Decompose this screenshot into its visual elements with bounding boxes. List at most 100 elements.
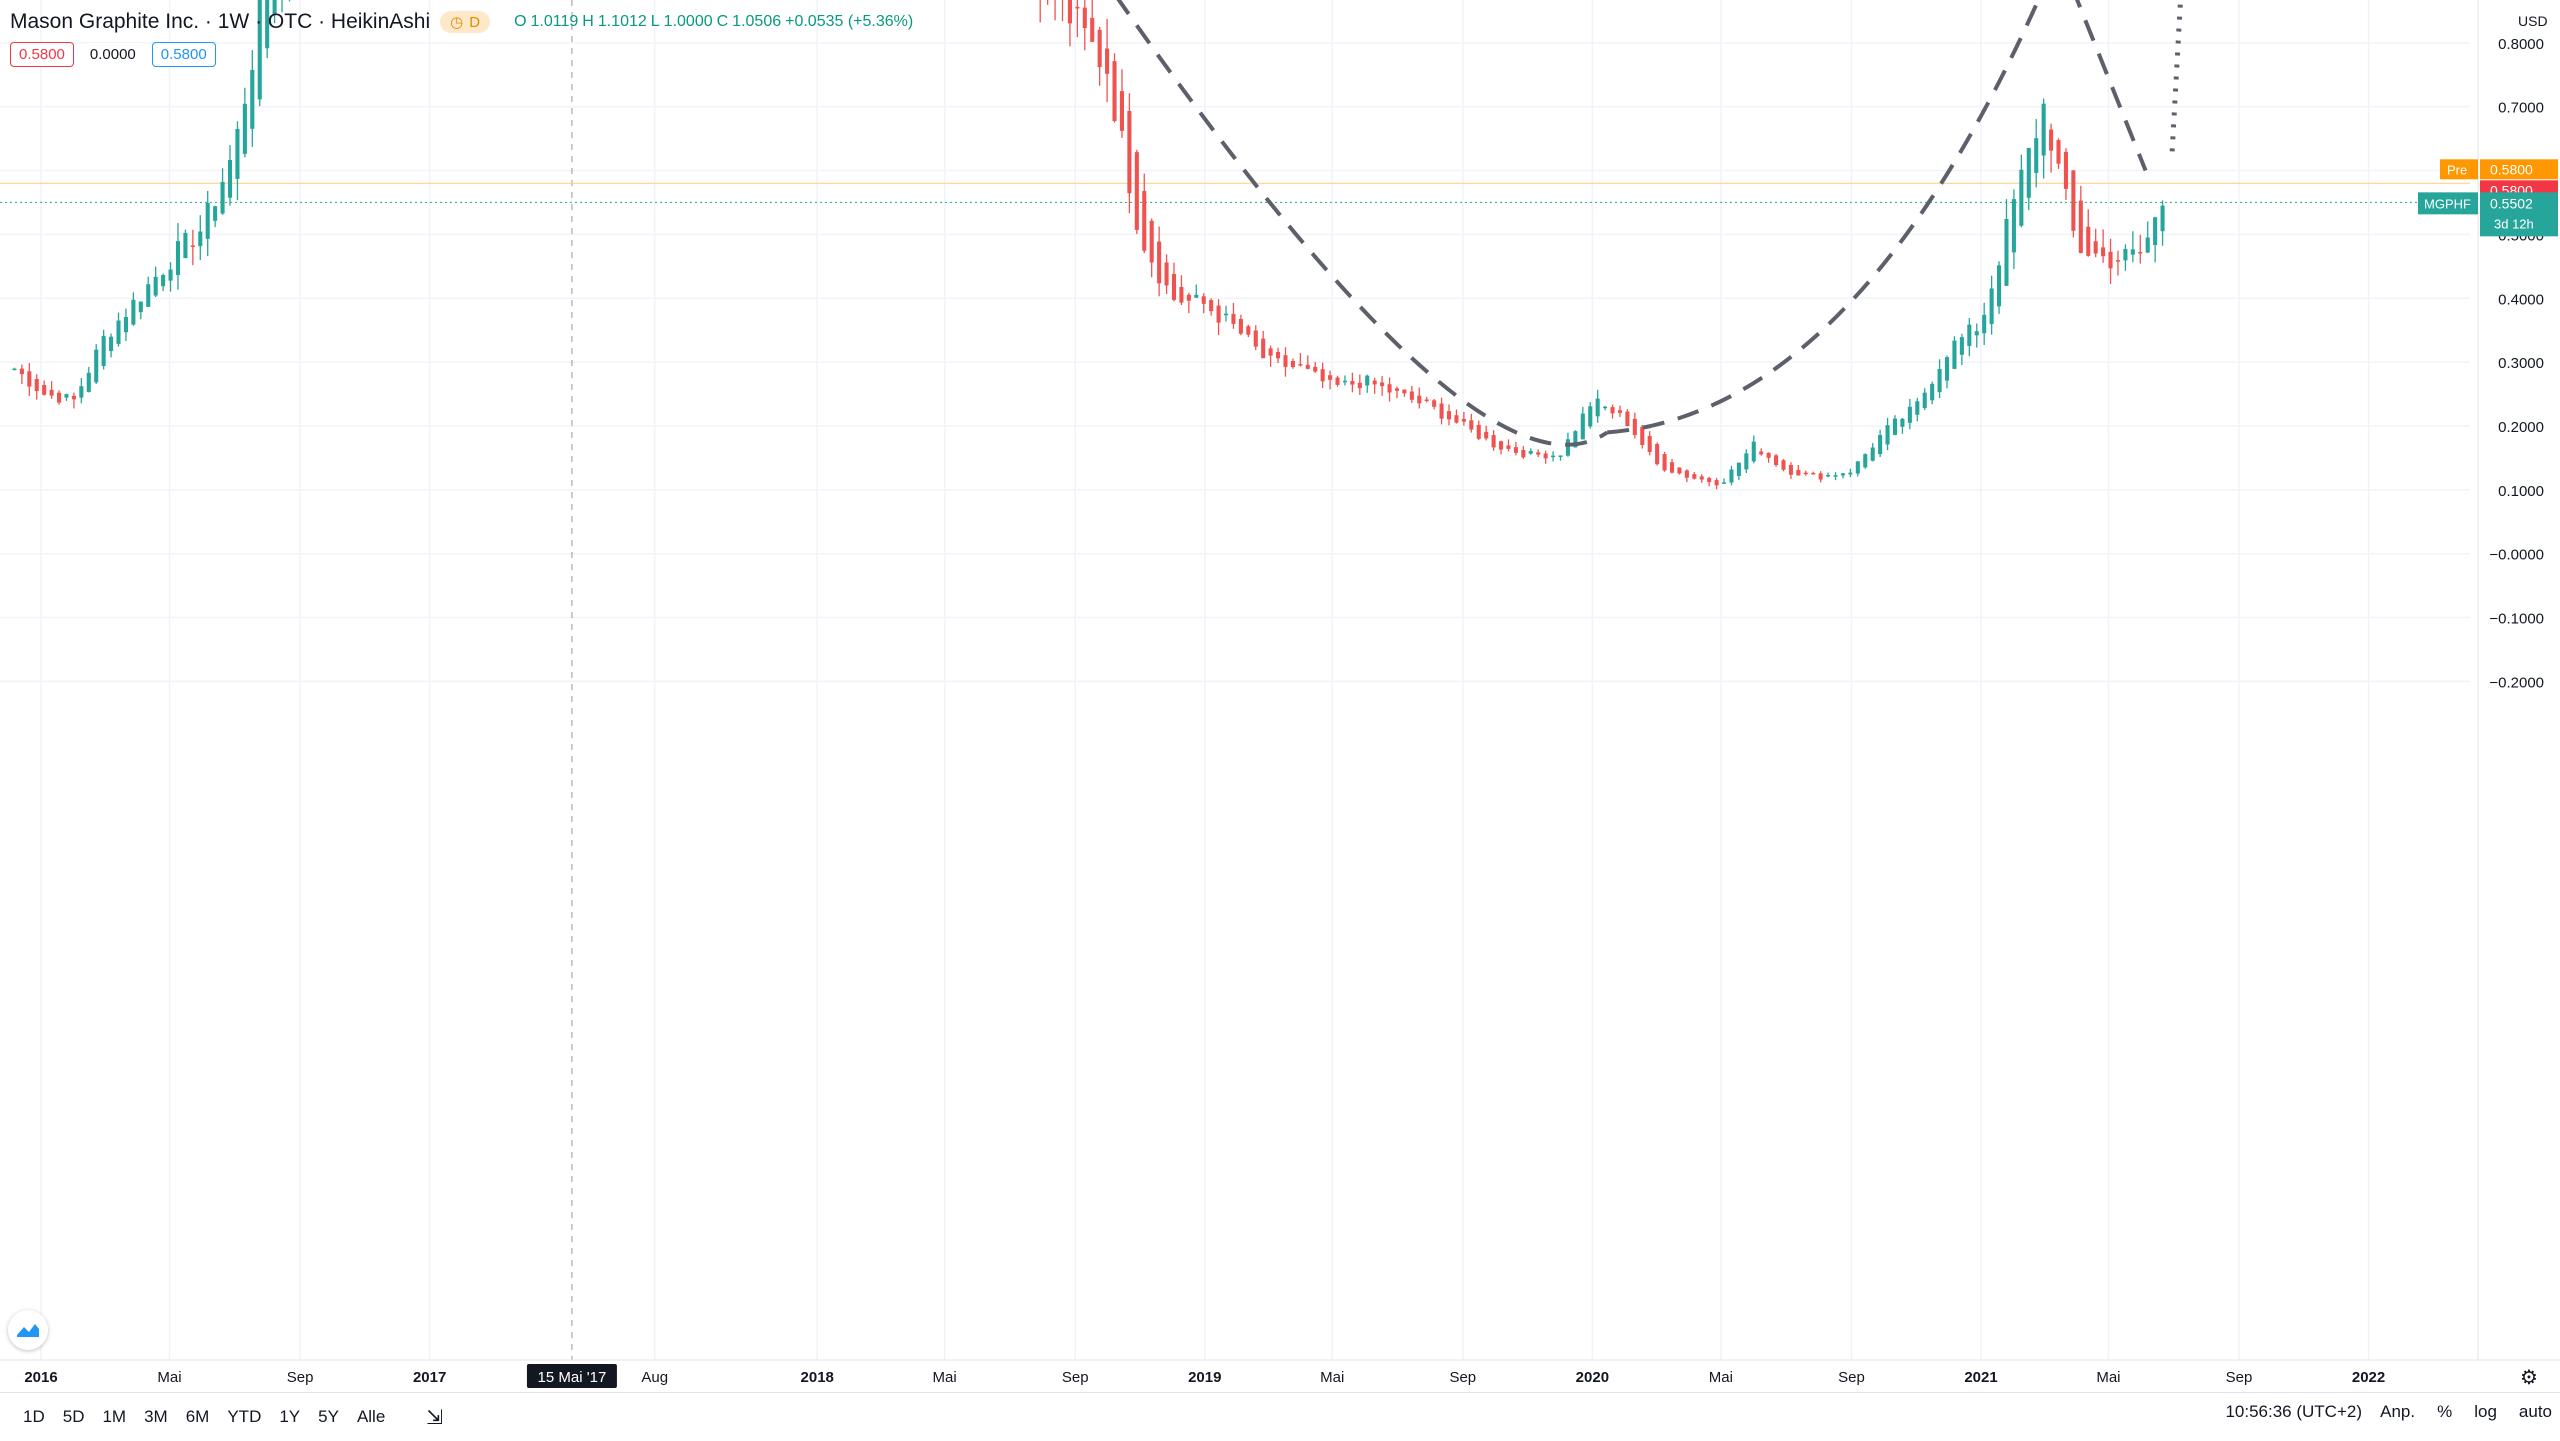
candle-body [71, 395, 76, 400]
candle-body [27, 371, 32, 387]
date-range-icon[interactable]: ⇲ [426, 1406, 444, 1429]
candle-body [1863, 454, 1868, 468]
x-tick-label: 2018 [801, 1369, 834, 1386]
candle-body [1870, 447, 1875, 461]
range-5y[interactable]: 5Y [318, 1407, 339, 1426]
candle-body [1848, 472, 1853, 475]
y-tick-label: −0.0000 [2489, 547, 2544, 564]
candle-body [2011, 199, 2016, 253]
candle-body [1974, 331, 1979, 336]
candle-body [1484, 431, 1489, 439]
candle-body [1201, 296, 1206, 304]
candle-body [2026, 147, 2031, 198]
candle-body [94, 349, 99, 383]
candle-body [1781, 460, 1786, 470]
pre-tag-badge [2440, 159, 2478, 180]
symbol-badge-text: MGPHF [2424, 196, 2471, 211]
candle-body [2160, 205, 2165, 232]
candle-body [1707, 477, 1712, 483]
range-all[interactable]: Alle [356, 1407, 386, 1426]
chart-legend: Mason Graphite Inc. · 1W · OTC · HeikinA… [10, 10, 913, 34]
candle-body [1320, 369, 1325, 382]
auto-toggle[interactable]: auto [2518, 1402, 2552, 1421]
candle-body [34, 378, 39, 392]
candle-body [272, 0, 277, 15]
candle-body [1105, 48, 1110, 74]
range-1d[interactable]: 1D [23, 1407, 45, 1426]
candle-body [1915, 401, 1920, 415]
candle-body [1491, 435, 1496, 448]
value-box-blue: 0.5800 [151, 42, 216, 67]
candle-body [49, 389, 54, 396]
candle-body [1989, 288, 1994, 325]
clock-display[interactable]: 10:56:36 (UTC+2) [2225, 1402, 2362, 1421]
candle-body [1558, 455, 1563, 458]
candle-body [2145, 237, 2150, 253]
currency-label: USD [2518, 13, 2548, 29]
candle-body [1803, 472, 1808, 475]
candle-body [1149, 220, 1154, 263]
candle-body [1164, 262, 1169, 286]
candle-body [1179, 286, 1184, 303]
candle-body [1142, 191, 1147, 251]
candle-body [1157, 241, 1162, 284]
candle-body [1417, 395, 1422, 404]
log-toggle[interactable]: log [2474, 1402, 2497, 1421]
candle-body [2004, 218, 2009, 286]
candle-body [1446, 411, 1452, 420]
candle-body [101, 336, 106, 367]
candle-body [2056, 140, 2061, 164]
range-6m[interactable]: 6M [185, 1407, 210, 1426]
candle-body [1818, 473, 1823, 480]
y-tick-label: 0.8000 [2498, 36, 2544, 53]
indicator-values: 0.5800 0.0000 0.5800 [10, 42, 216, 67]
range-3m[interactable]: 3M [144, 1407, 168, 1426]
candle-body [183, 232, 188, 259]
pre-tag-text: Pre [2447, 162, 2467, 177]
crosshair-date-label: 15 Mai '17 [538, 1369, 607, 1386]
x-tick-label: Sep [1449, 1369, 1476, 1386]
x-tick-label: 2020 [1576, 1369, 1609, 1386]
candle-body [1603, 406, 1608, 409]
candle-body [265, 0, 270, 49]
candle-body [168, 269, 173, 281]
percent-toggle[interactable]: % [2437, 1402, 2453, 1421]
tradingview-logo[interactable] [8, 1310, 48, 1350]
x-tick-label: Sep [1838, 1369, 1865, 1386]
adjust-toggle[interactable]: Anp. [2380, 1402, 2416, 1421]
candle-body [1982, 314, 1987, 334]
candle-body [42, 385, 47, 395]
range-1y[interactable]: 1Y [279, 1407, 301, 1426]
candle-body [1565, 439, 1570, 456]
candle-body [2153, 217, 2158, 246]
candle-body [1840, 473, 1846, 476]
candle-body [153, 276, 158, 296]
range-5d[interactable]: 5D [62, 1407, 85, 1426]
range-ytd[interactable]: YTD [227, 1407, 262, 1426]
delayed-data-badge[interactable]: ◷ D [440, 11, 491, 33]
range-1m[interactable]: 1M [102, 1407, 127, 1426]
x-tick-label: Sep [1062, 1369, 1089, 1386]
pre-price-badge [2480, 159, 2558, 180]
candle-body [1223, 313, 1229, 316]
symbol-title[interactable]: Mason Graphite Inc. · 1W · OTC · HeikinA… [10, 10, 431, 33]
candle-body [1513, 447, 1518, 453]
candle-body [1350, 380, 1355, 385]
candle-body [79, 386, 84, 398]
candle-body [2063, 151, 2068, 189]
y-tick-label: 0.1000 [2498, 483, 2544, 500]
candle-body [1952, 340, 1957, 369]
candle-body [1580, 413, 1585, 440]
candle-body [1788, 464, 1793, 475]
candle-body [19, 368, 24, 375]
candle-body [1551, 455, 1556, 458]
candle-body [1432, 400, 1437, 407]
x-tick-label: Sep [287, 1369, 314, 1386]
candle-body [1498, 441, 1504, 450]
candle-body [1276, 351, 1281, 359]
x-tick-label: Mai [1320, 1369, 1344, 1386]
candle-body [1402, 389, 1407, 394]
candle-body [1729, 469, 1734, 483]
candles [12, 0, 2165, 490]
